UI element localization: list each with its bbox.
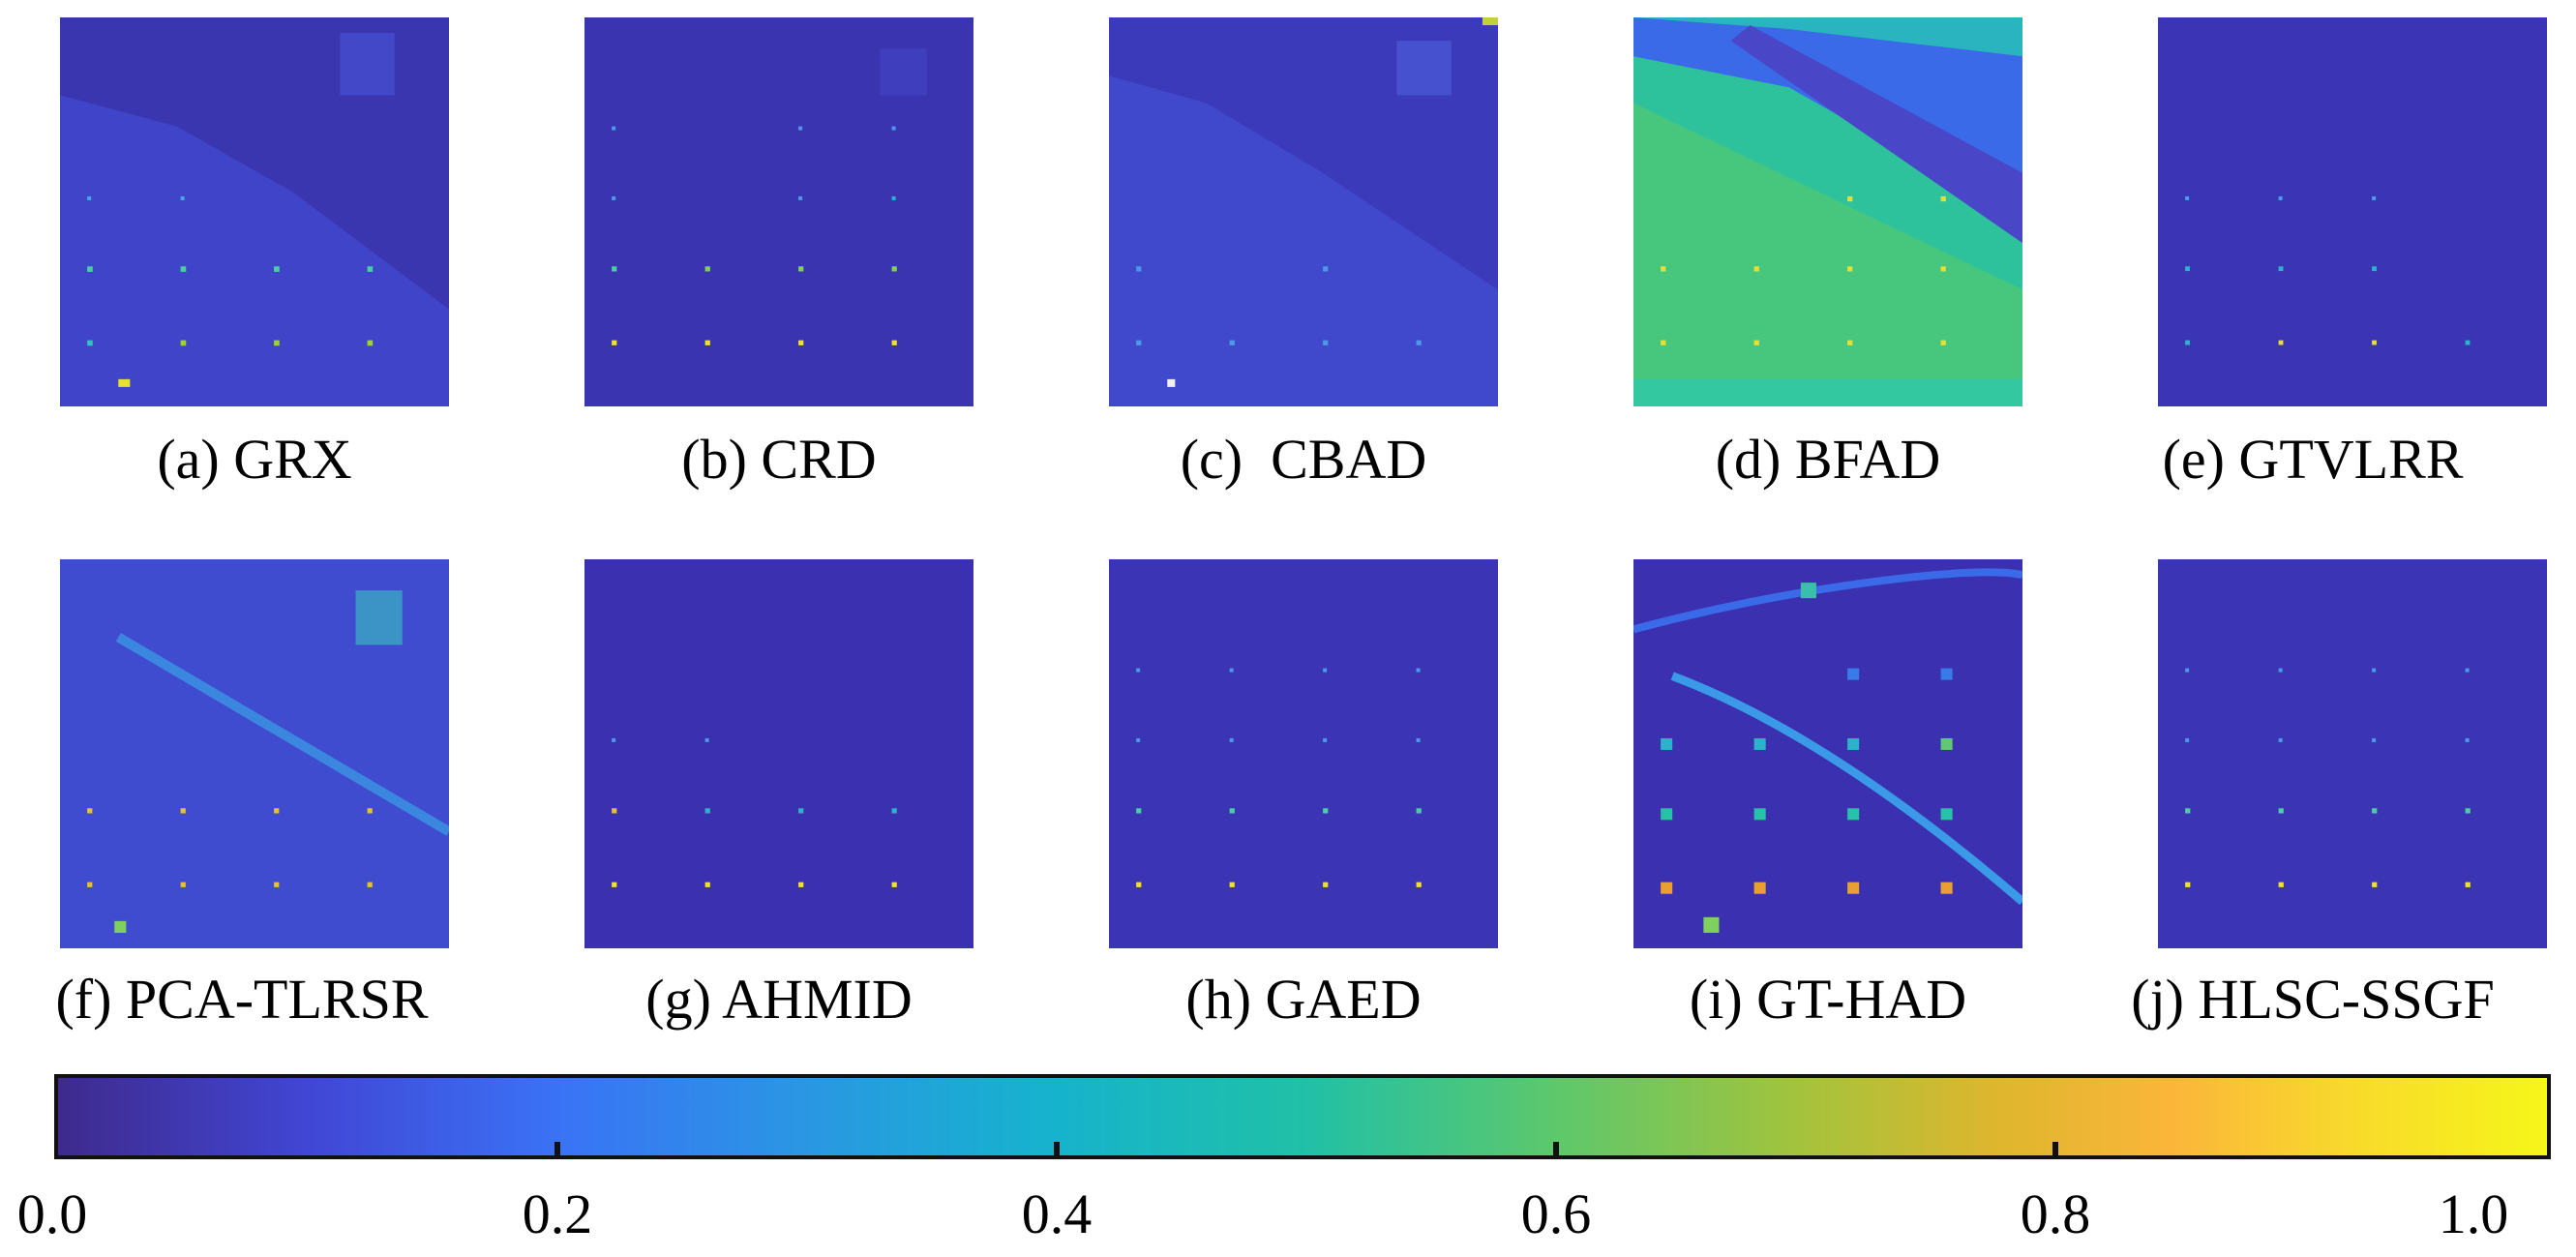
detection-map-crd — [584, 17, 973, 406]
caption-bfad: (d) BFAD — [1715, 428, 1941, 491]
colorbar-tick-label: 0.4 — [1021, 1182, 1093, 1245]
caption-hlsc-ssgf: (j) HLSC-SSGF — [2131, 968, 2495, 1031]
detection-map-bfad — [1633, 17, 2022, 406]
detection-map-cbad — [1109, 17, 1498, 406]
caption-crd: (b) CRD — [681, 428, 877, 491]
colorbar-tick-mark — [1054, 1142, 1060, 1155]
caption-gaed: (h) GAED — [1185, 968, 1422, 1031]
caption-grx: (a) GRX — [157, 428, 352, 491]
caption-gtvlrr: (e) GTVLRR — [2162, 428, 2464, 491]
colorbar-tick-label: 0.8 — [2020, 1182, 2091, 1245]
detection-map-gaed — [1109, 559, 1498, 948]
colorbar-tick-mark — [554, 1142, 560, 1155]
caption-ahmid: (g) AHMID — [645, 968, 913, 1031]
detection-map-pca-tlrsr — [60, 559, 449, 948]
detection-map-hlsc-ssgf — [2158, 559, 2547, 948]
colorbar — [54, 1074, 2551, 1159]
colorbar-tick-mark — [2052, 1142, 2058, 1155]
detection-map-gt-had — [1633, 559, 2022, 948]
caption-pca-tlrsr: (f) PCA-TLRSR — [55, 968, 429, 1031]
colorbar-tick-label: 0.2 — [522, 1182, 593, 1245]
detection-map-grx — [60, 17, 449, 406]
colorbar-tick-label: 1.0 — [2438, 1182, 2509, 1245]
colorbar-tick-mark — [1553, 1142, 1559, 1155]
detection-map-ahmid — [584, 559, 973, 948]
colorbar-tick-label: 0.0 — [16, 1182, 88, 1245]
caption-gt-had: (i) GT-HAD — [1689, 968, 1967, 1031]
colorbar-tick-label: 0.6 — [1520, 1182, 1592, 1245]
detection-map-gtvlrr — [2158, 17, 2547, 406]
caption-cbad: (c) CBAD — [1180, 428, 1427, 491]
